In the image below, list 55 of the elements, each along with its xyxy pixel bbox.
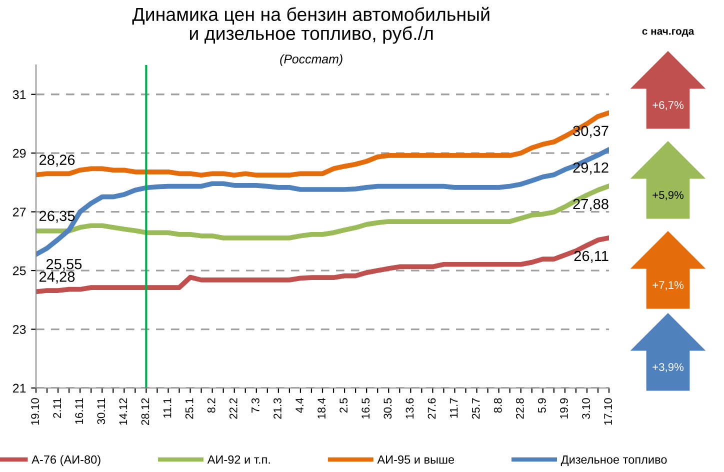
text: +7,1% <box>652 281 684 290</box>
x-tick-label: 8.2 <box>207 398 216 413</box>
x-tick-label: 27.6 <box>428 398 436 419</box>
x-tick-label: 22.8 <box>516 398 524 419</box>
data-label: 29,12 <box>573 162 608 174</box>
chart-subtitle: (Росстат) <box>280 54 342 66</box>
line-series <box>36 184 609 240</box>
legend-label: Дизельное топливо <box>560 456 667 466</box>
x-tick-label: 16.5 <box>362 398 370 418</box>
x-tick-label: 13.6 <box>406 398 414 418</box>
line-series <box>36 110 609 178</box>
x-tick-label: 30.5 <box>384 398 392 419</box>
text: +3,9% <box>652 363 684 372</box>
data-label: 26,35 <box>40 210 75 223</box>
y-tick-label: 23 <box>13 325 26 334</box>
chart-title: Динамика цен на бензин автомобильный и дизельное топливо, руб./л <box>132 6 490 44</box>
x-tick-label: 19.10 <box>31 398 39 425</box>
x-tick-label: 19.9 <box>560 398 568 418</box>
x-tick-label: 17.10 <box>604 398 612 425</box>
data-label: 24,28 <box>40 272 75 284</box>
y-tick-label: 27 <box>13 208 26 216</box>
data-label: 30,37 <box>573 126 608 138</box>
data-label: 25,55 <box>46 258 82 271</box>
x-tick-label: 8.8 <box>494 398 502 413</box>
data-label: 28,26 <box>40 154 75 167</box>
legend-label: АИ-92 и т.п. <box>207 455 270 464</box>
x-tick-label: 25.7 <box>472 398 480 419</box>
x-tick-label: 3.10 <box>582 398 590 419</box>
data-label: 27,88 <box>573 198 608 211</box>
x-tick-label: 11.7 <box>450 398 458 418</box>
x-tick-label: 22.2 <box>229 398 238 419</box>
legend-label: АИ-95 и выше <box>377 455 454 464</box>
data-label: 26,11 <box>574 250 608 263</box>
y-tick-label: 31 <box>12 90 26 100</box>
x-tick-label: 28.12 <box>141 398 150 425</box>
x-tick-label: 2.5 <box>340 398 348 413</box>
line-series <box>36 236 609 294</box>
y-tick-label: 29 <box>13 148 26 158</box>
x-tick-label: 14.12 <box>119 398 128 425</box>
y-tick-label: 25 <box>13 266 26 276</box>
text: +6,7% <box>652 101 684 110</box>
text: с нач.года <box>642 29 694 37</box>
legend-label: А-76 (АИ-80) <box>32 455 100 466</box>
text: +5,9% <box>652 191 684 200</box>
y-tick-label: 21 <box>13 384 26 393</box>
x-tick-label: 25.1 <box>185 398 194 419</box>
x-tick-label: 30.11 <box>97 398 106 424</box>
x-tick-label: 18.4 <box>318 398 326 418</box>
x-tick-label: 4.4 <box>296 398 304 413</box>
x-tick-label: 7.3 <box>252 398 260 413</box>
x-tick-label: 11.1 <box>163 398 172 418</box>
x-tick-label: 16.11 <box>75 398 84 424</box>
x-tick-label: 5.9 <box>538 398 546 413</box>
x-tick-label: 2.11 <box>53 398 61 418</box>
x-tick-label: 21.3 <box>274 398 282 419</box>
